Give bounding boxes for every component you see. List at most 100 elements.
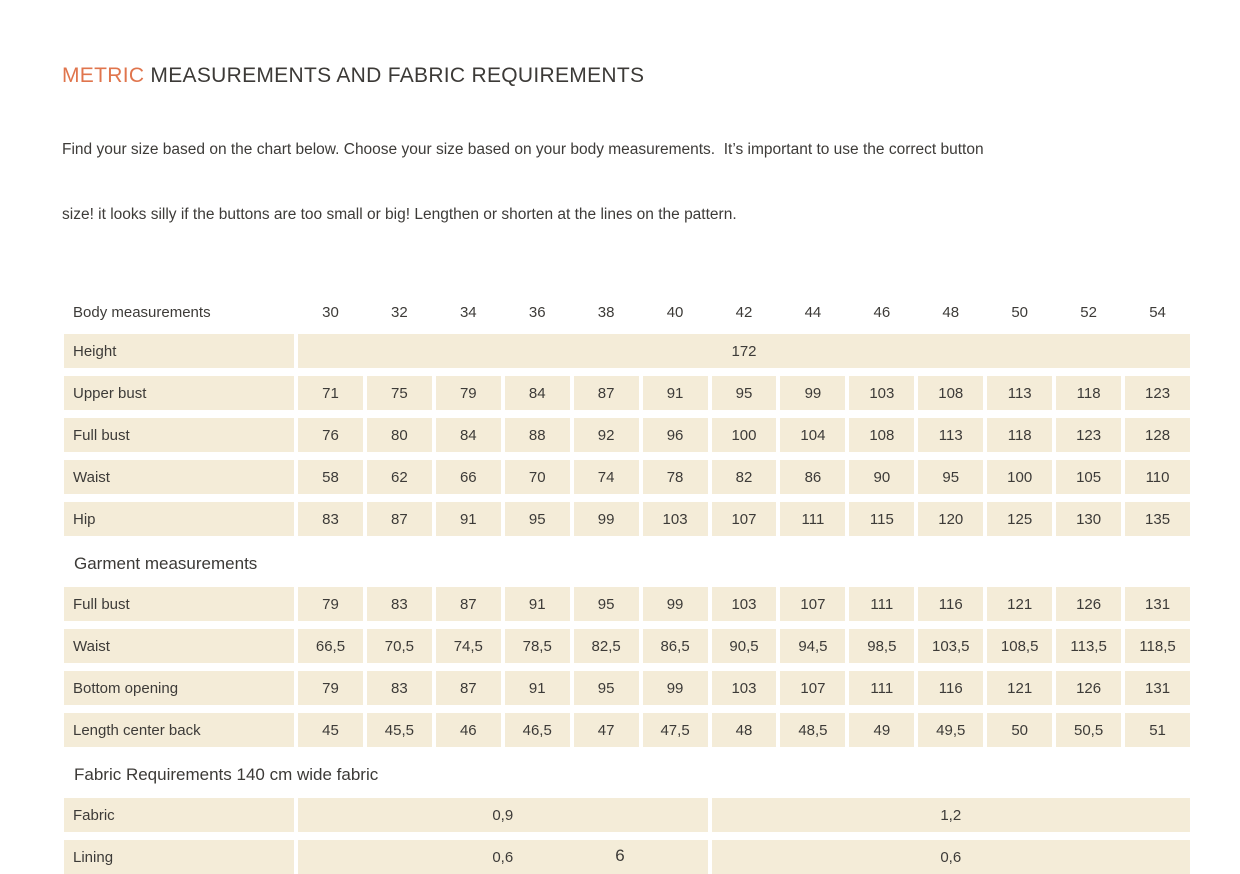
- size-value-cell: 48,5: [780, 713, 846, 747]
- size-value-cell: 87: [573, 376, 639, 410]
- size-value-cell: 82,5: [573, 629, 639, 663]
- header-size: 54: [1149, 303, 1166, 321]
- size-value-cell: 80: [366, 418, 432, 452]
- size-value-cell: 131: [1125, 587, 1190, 621]
- size-value-cell: 110: [1125, 460, 1190, 494]
- size-value-cell: 62: [366, 460, 432, 494]
- size-value-cell: 105: [1056, 460, 1122, 494]
- size-value-cell: 90,5: [711, 629, 777, 663]
- size-value-cell: 107: [711, 502, 777, 536]
- size-value-cell: 128: [1125, 418, 1190, 452]
- size-value-cell: 108,5: [987, 629, 1053, 663]
- size-value-cell: 45: [298, 713, 363, 747]
- header-size: 48: [942, 303, 960, 321]
- size-value-cell: 95: [573, 671, 639, 705]
- size-value-cell: 78,5: [504, 629, 570, 663]
- size-value-cell: 103: [642, 502, 708, 536]
- size-value-cell: 79: [435, 376, 501, 410]
- size-value-cell: 46: [435, 713, 501, 747]
- size-value-cell: 116: [918, 671, 984, 705]
- size-value-cell: 88: [504, 418, 570, 452]
- row-label: Full bust: [64, 418, 294, 452]
- row-label: Bottom opening: [64, 671, 294, 705]
- size-value-cell: 66,5: [298, 629, 363, 663]
- size-value-cell: 121: [987, 671, 1053, 705]
- size-value-cell: 120: [918, 502, 984, 536]
- size-value-cell: 75: [366, 376, 432, 410]
- header-size: 32: [391, 303, 408, 321]
- size-value-cell: 135: [1125, 502, 1190, 536]
- garment-measurements-rows: Full bust 79 83 87 91 95 99 103 107 111 116 121 126 1…: [64, 587, 1190, 747]
- size-value-cell: 104: [780, 418, 846, 452]
- size-value-cell: 92: [573, 418, 639, 452]
- merged-left-cell: 0,6: [298, 840, 708, 874]
- header-size: 46: [873, 303, 891, 321]
- size-value-cell: 91: [504, 587, 570, 621]
- size-value-cell: 96: [642, 418, 708, 452]
- size-value-cell: 49: [849, 713, 915, 747]
- size-value-cell: 50: [987, 713, 1053, 747]
- header-label: Body measurements: [73, 303, 211, 321]
- header-size: 34: [459, 303, 477, 321]
- size-value-cell: 118,5: [1125, 629, 1190, 663]
- header-size: 44: [804, 303, 822, 321]
- size-value-cell: 83: [298, 502, 363, 536]
- size-value-cell: 103,5: [918, 629, 984, 663]
- page-title-accent: METRIC: [62, 64, 145, 87]
- row-label: Full bust: [64, 587, 294, 621]
- size-value-cell: 115: [849, 502, 915, 536]
- page-title-rest: MEASUREMENTS AND FABRIC REQUIREMENTS: [144, 64, 645, 87]
- row-label: Height: [64, 334, 294, 368]
- size-value-cell: 50,5: [1056, 713, 1122, 747]
- row-label: Waist: [64, 629, 294, 663]
- size-value-cell: 125: [987, 502, 1053, 536]
- size-value-cell: 107: [780, 587, 846, 621]
- size-value-cell: 118: [1056, 376, 1122, 410]
- size-value-cell: 99: [780, 376, 846, 410]
- size-value-cell: 84: [504, 376, 570, 410]
- size-value-cell: 82: [711, 460, 777, 494]
- size-value-cell: 84: [435, 418, 501, 452]
- size-value-cell: 48: [711, 713, 777, 747]
- size-value-cell: 118: [987, 418, 1053, 452]
- size-value-cell: 74: [573, 460, 639, 494]
- size-value-cell: 113: [918, 418, 984, 452]
- size-value-cell: 121: [987, 587, 1053, 621]
- size-value-cell: 113,5: [1056, 629, 1122, 663]
- size-value-cell: 47: [573, 713, 639, 747]
- size-value-cell: 86,5: [642, 629, 708, 663]
- intro-line-1: Find your size based on the chart below.…: [62, 141, 984, 158]
- size-value-cell: 51: [1125, 713, 1190, 747]
- size-value-cell: 45,5: [366, 713, 432, 747]
- size-value-cell: 108: [849, 418, 915, 452]
- size-value-cell: 95: [918, 460, 984, 494]
- size-value-cell: 95: [573, 587, 639, 621]
- size-value-cell: 130: [1056, 502, 1122, 536]
- merged-left-cell: 0,9: [298, 798, 708, 832]
- size-value-cell: 99: [642, 671, 708, 705]
- size-value-cell: 99: [642, 587, 708, 621]
- size-value-cell: 98,5: [849, 629, 915, 663]
- size-value-cell: 78: [642, 460, 708, 494]
- size-value-cell: 111: [780, 502, 846, 536]
- merged-right-cell: 0,6: [711, 840, 1190, 874]
- size-value-cell: 103: [711, 587, 777, 621]
- size-value-cell: 126: [1056, 587, 1122, 621]
- header-size: 40: [666, 303, 684, 321]
- row-label: Hip: [64, 502, 294, 536]
- size-value-cell: 108: [918, 376, 984, 410]
- size-value-cell: 111: [849, 587, 915, 621]
- size-value-cell: 86: [780, 460, 846, 494]
- garment-measurements-heading: Garment measurements: [74, 554, 258, 573]
- size-value-cell: 58: [298, 460, 363, 494]
- page-title: METRIC MEASUREMENTS AND FABRIC REQUIREME…: [62, 64, 1190, 87]
- intro-line-2: size! it looks silly if the buttons are …: [62, 205, 737, 223]
- measurement-table: Body measurements 30 32 34 36 38 40 42 44 46 48 50 5…: [64, 299, 1190, 874]
- header-size: 52: [1080, 303, 1097, 321]
- row-label: Fabric: [64, 798, 294, 832]
- size-value-cell: 83: [366, 587, 432, 621]
- size-value-cell: 70: [504, 460, 570, 494]
